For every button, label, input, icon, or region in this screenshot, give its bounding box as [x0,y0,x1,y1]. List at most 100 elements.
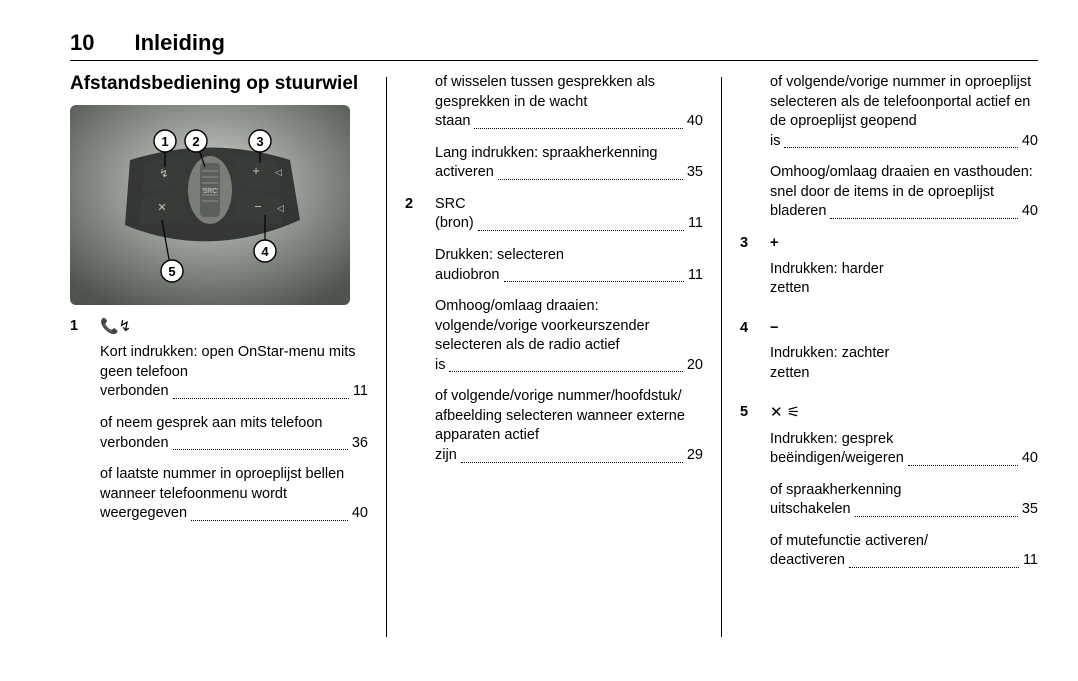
entry-head-icon: ✕ ⚟ [770,403,1038,423]
svg-text:↯: ↯ [159,168,168,180]
svg-text:◁: ◁ [277,203,284,213]
entry-body: 📞↯ Kort indrukken: open OnStar-menu mits … [100,317,368,536]
numbered-entry: 4− Indrukken: zachterzetten [740,319,1038,396]
page-ref: 36 [352,434,368,454]
index-line: SRC(bron)11 [435,195,703,234]
column-1: Afstandsbediening op stuurwiel [70,73,386,653]
leader-dots [784,147,1017,148]
svg-text:−: − [254,199,262,214]
line-text-tail: weergegeven [100,504,187,524]
line-text-tail: zetten [770,279,810,299]
column-3: of volgende/vorige nummer in oproeplijst… [722,73,1038,653]
index-line: Indrukken: zachterzetten [770,344,1038,383]
entry-head-icon: 📞↯ [100,317,368,337]
index-line: of volgende/vorige nummer in oproeplijst… [770,73,1038,151]
col2-entries: 2 SRC(bron)11 Drukken: selecterenaudiobron… [405,195,703,478]
page-ref: 20 [687,356,703,376]
line-text: Drukken: selecteren [435,246,703,266]
svg-text:✕: ✕ [157,202,166,214]
line-text: of wisselen tussen gesprekken als gespre… [435,73,703,112]
leader-dots [191,520,348,521]
entry-number: 1 [70,317,86,536]
line-text-tail: staan [435,112,470,132]
entry-number: 5 [740,403,756,583]
index-line: Drukken: selecterenaudiobron11 [435,246,703,285]
page-ref: 35 [687,163,703,183]
page-ref: 11 [353,382,368,402]
line-text: of neem gesprek aan mits telefoon [100,414,368,434]
entry-body: +Indrukken: harderzetten [770,234,1038,311]
index-line: Kort indrukken: open OnStar-menu mits ge… [100,343,368,402]
line-text: Omhoog/omlaag draaien en vasthouden: sne… [770,163,1038,202]
line-text-tail: zijn [435,446,457,466]
leader-dots [173,449,348,450]
line-text: Indrukken: zachter [770,344,1038,364]
index-line: of mutefunctie activeren/deactiveren 11 [770,532,1038,571]
leader-dots [173,398,349,399]
col3-entries: 3+Indrukken: harderzetten4−Indrukken: za… [740,234,1038,583]
col2-pre: of wisselen tussen gesprekken als gespre… [405,73,703,183]
page-header: 10 Inleiding [70,30,1038,61]
line-text: Omhoog/omlaag draaien: volgende/vorige v… [435,297,703,356]
leader-dots [908,465,1018,466]
line-text: of volgende/vorige nummer/hoofdstuk/ afb… [435,387,703,446]
index-line: Omhoog/omlaag draaien en vasthouden: sne… [770,163,1038,222]
col3-pre: of volgende/vorige nummer in oproeplijst… [740,73,1038,222]
line-text-tail: verbonden [100,434,169,454]
index-line: Omhoog/omlaag draaien: volgende/vorige v… [435,297,703,375]
index-line: of volgende/vorige nummer/hoofdstuk/ afb… [435,387,703,465]
line-text: Indrukken: harder [770,260,1038,280]
entry-number: 4 [740,319,756,396]
index-line: of laatste nummer in oproeplijst bellen … [100,465,368,524]
page-ref: 11 [1023,551,1038,571]
svg-text:SRC: SRC [203,188,218,195]
line-text: of volgende/vorige nummer in oproeplijst… [770,73,1038,132]
line-text: of mutefunctie activeren/ [770,532,1038,552]
col1-entries: 1 📞↯ Kort indrukken: open OnStar-menu mits… [70,317,368,536]
page-ref: 11 [688,266,703,286]
steering-wheel-figure: SRC ↯ ✕ + − ◁ ◁ 1 [70,105,350,305]
chapter-title: Inleiding [134,30,224,56]
entry-body: SRC(bron)11 Drukken: selecterenaudiobron1… [435,195,703,478]
svg-text:2: 2 [192,134,199,149]
page-ref: 29 [687,446,703,466]
line-text-tail: is [435,356,445,376]
numbered-entry: 1 📞↯ Kort indrukken: open OnStar-menu mits… [70,317,368,536]
leader-dots [830,218,1017,219]
entry-body: ✕ ⚟Indrukken: gesprekbeëindigen/weigeren… [770,403,1038,583]
line-text: SRC [435,195,703,215]
leader-dots [504,281,684,282]
page-ref: 40 [352,504,368,524]
leader-dots [461,462,683,463]
entry-body: − Indrukken: zachterzetten [770,319,1038,396]
line-text: of spraakherkenning [770,481,1038,501]
svg-text:4: 4 [261,244,269,259]
page-ref: 35 [1022,500,1038,520]
line-text: Kort indrukken: open OnStar-menu mits ge… [100,343,368,382]
entry-number: 2 [405,195,421,478]
line-text-tail: bladeren [770,202,826,222]
svg-text:◁: ◁ [275,167,282,177]
numbered-entry: 3+Indrukken: harderzetten [740,234,1038,311]
entry-head: − [770,319,1038,339]
line-text-tail: deactiveren [770,551,845,571]
column-2: of wisselen tussen gesprekken als gespre… [387,73,721,653]
numbered-entry: 2 SRC(bron)11 Drukken: selecterenaudiobron… [405,195,703,478]
section-title: Afstandsbediening op stuurwiel [70,73,368,95]
page-number: 10 [70,30,94,56]
index-line: Indrukken: harderzetten [770,260,1038,299]
line-text-tail: is [770,132,780,152]
page-ref: 11 [688,214,703,234]
line-text-tail: activeren [435,163,494,183]
index-line: of spraakherkenninguitschakelen 35 [770,481,1038,520]
line-text: Lang indrukken: spraakherkenning [435,144,703,164]
index-line: Lang indrukken: spraakherkenningactivere… [435,144,703,183]
page-ref: 40 [687,112,703,132]
line-text-tail: uitschakelen [770,500,851,520]
leader-dots [449,371,682,372]
numbered-entry: 5✕ ⚟Indrukken: gesprekbeëindigen/weigere… [740,403,1038,583]
line-text: Indrukken: gesprek [770,430,1038,450]
line-text: of laatste nummer in oproeplijst bellen … [100,465,368,504]
leader-dots [849,567,1019,568]
entry-number: 3 [740,234,756,311]
